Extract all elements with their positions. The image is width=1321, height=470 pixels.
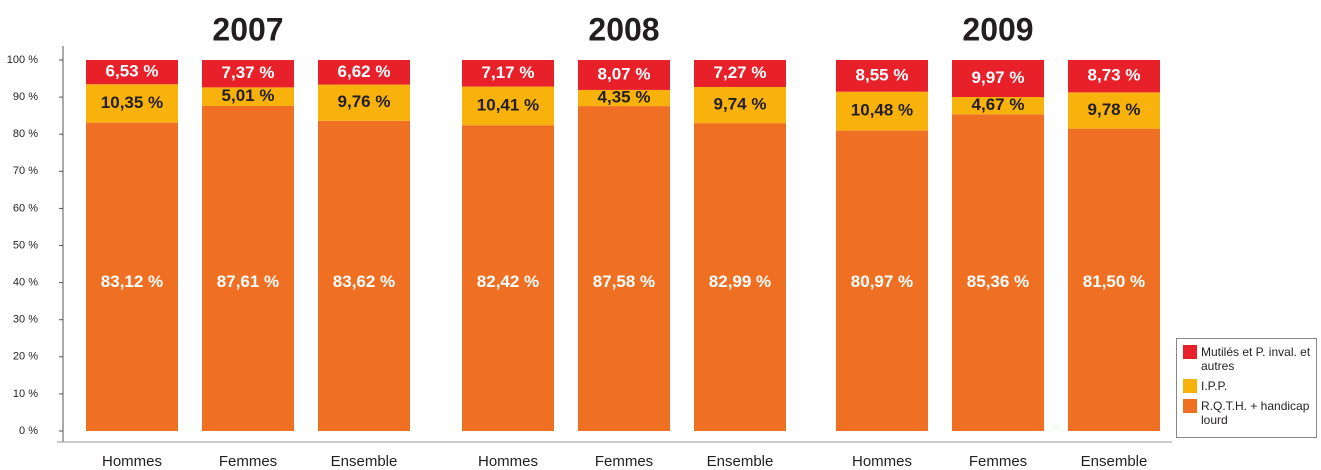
bar-segment — [952, 114, 1044, 432]
bar-segment — [578, 89, 670, 107]
value-label: 7,37 % — [222, 63, 275, 82]
x-tick-label: Femmes — [969, 453, 1027, 470]
bar-segment — [318, 84, 410, 121]
value-label: 9,78 % — [1088, 100, 1141, 119]
bar-segment — [462, 86, 554, 126]
value-label: 82,42 % — [477, 272, 539, 291]
y-tick-label: 30 % — [13, 314, 38, 326]
y-tick-label: 60 % — [13, 202, 38, 214]
value-label: 85,36 % — [967, 272, 1029, 291]
x-tick-label: Ensemble — [331, 453, 398, 470]
bar-segment — [694, 60, 786, 87]
value-label: 5,01 % — [222, 86, 275, 105]
value-label: 10,35 % — [101, 93, 163, 112]
y-tick-label: 70 % — [13, 165, 38, 177]
x-tick-label: Ensemble — [707, 453, 774, 470]
y-tick-label: 100 % — [7, 54, 38, 66]
legend-item: Mutilés et P. inval. et autres — [1183, 345, 1316, 373]
value-label: 8,73 % — [1088, 66, 1141, 85]
bar-segment — [86, 84, 178, 123]
bar-segment — [836, 91, 928, 131]
value-label: 7,17 % — [482, 63, 535, 82]
legend-label: I.P.P. — [1201, 379, 1228, 393]
bar-segment — [318, 60, 410, 85]
bar-segment — [694, 123, 786, 431]
y-tick-label: 10 % — [13, 388, 38, 400]
value-label: 10,48 % — [851, 101, 913, 120]
value-label: 83,12 % — [101, 272, 163, 291]
value-label: 4,35 % — [598, 87, 651, 106]
bar-segment — [1068, 92, 1160, 129]
legend-item: I.P.P. — [1183, 379, 1316, 393]
legend-swatch — [1183, 379, 1197, 393]
value-label: 83,62 % — [333, 272, 395, 291]
group-label: 2008 — [588, 11, 659, 47]
bar-segment — [202, 87, 294, 106]
value-label: 81,50 % — [1083, 272, 1145, 291]
value-label: 8,55 % — [856, 65, 909, 84]
y-tick-label: 50 % — [13, 239, 38, 251]
legend-swatch — [1183, 345, 1197, 359]
y-tick-label: 80 % — [13, 128, 38, 140]
value-label: 8,07 % — [598, 64, 651, 83]
bar-segment — [86, 122, 178, 431]
bar-segment — [1068, 59, 1160, 93]
bar-segment — [694, 86, 786, 124]
bar-segment — [952, 60, 1044, 97]
legend-swatch — [1183, 399, 1197, 413]
bar-segment — [318, 120, 410, 431]
value-label: 9,97 % — [972, 68, 1025, 87]
x-tick-label: Hommes — [852, 453, 912, 470]
bar-segment — [86, 60, 178, 85]
bar-segment — [1068, 128, 1160, 431]
value-label: 10,41 % — [477, 95, 539, 114]
bar-segment — [578, 60, 670, 90]
value-label: 4,67 % — [972, 95, 1025, 114]
bar-segment — [462, 125, 554, 431]
value-label: 7,27 % — [714, 63, 767, 82]
bar-segment — [836, 130, 928, 431]
group-label: 2009 — [962, 11, 1033, 47]
x-tick-label: Femmes — [219, 453, 277, 470]
legend-label: R.Q.T.H. + handicap lourd — [1201, 399, 1310, 427]
legend: Mutilés et P. inval. et autres I.P.P. R.Q.… — [1176, 338, 1317, 438]
bar-segment — [578, 106, 670, 432]
value-label: 87,61 % — [217, 272, 279, 291]
x-tick-label: Hommes — [478, 453, 538, 470]
x-tick-label: Femmes — [595, 453, 653, 470]
legend-item: R.Q.T.H. + handicap lourd — [1183, 399, 1316, 427]
bar-segment — [952, 96, 1044, 115]
y-tick-label: 40 % — [13, 277, 38, 289]
value-label: 9,76 % — [338, 92, 391, 111]
y-tick-label: 20 % — [13, 351, 38, 363]
group-label: 2007 — [212, 11, 283, 47]
x-tick-label: Ensemble — [1081, 453, 1148, 470]
value-label: 87,58 % — [593, 272, 655, 291]
legend-label: Mutilés et P. inval. et autres — [1201, 345, 1311, 373]
value-label: 6,53 % — [106, 62, 159, 81]
value-label: 82,99 % — [709, 272, 771, 291]
value-label: 80,97 % — [851, 272, 913, 291]
y-tick-label: 90 % — [13, 91, 38, 103]
bar-segment — [836, 60, 928, 92]
value-label: 9,74 % — [714, 95, 767, 114]
bar-segment — [202, 105, 294, 431]
bar-segment — [462, 60, 554, 87]
x-tick-label: Hommes — [102, 453, 162, 470]
bar-segment — [202, 60, 294, 88]
value-label: 6,62 % — [338, 62, 391, 81]
y-tick-label: 0 % — [19, 425, 38, 437]
